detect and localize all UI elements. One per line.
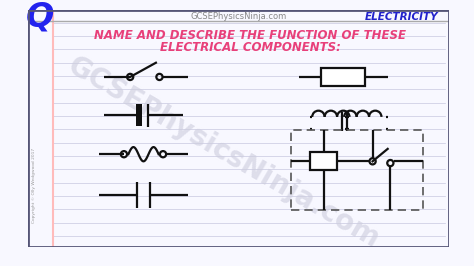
Text: Copyright © Olly Wedgwood 2017: Copyright © Olly Wedgwood 2017 xyxy=(32,148,36,223)
Bar xyxy=(310,152,337,170)
Text: ELECTRICITY: ELECTRICITY xyxy=(365,11,438,22)
Text: Q: Q xyxy=(26,1,54,34)
Bar xyxy=(291,130,423,210)
Text: NAME AND DESCRIBE THE FUNCTION OF THESE: NAME AND DESCRIBE THE FUNCTION OF THESE xyxy=(94,29,406,42)
Bar xyxy=(321,68,365,86)
Bar xyxy=(137,105,142,126)
Text: GCSEPhysicsNinja.com: GCSEPhysicsNinja.com xyxy=(63,51,384,253)
Text: ELECTRICAL COMPONENTS:: ELECTRICAL COMPONENTS: xyxy=(160,41,340,54)
Text: GCSEPhysicsNinja.com: GCSEPhysicsNinja.com xyxy=(191,12,287,21)
